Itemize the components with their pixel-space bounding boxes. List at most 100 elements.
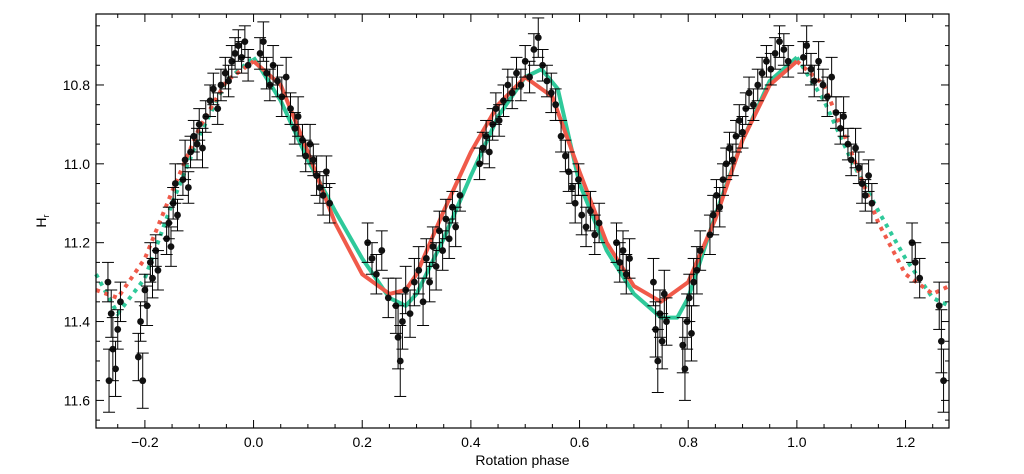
data-marker xyxy=(547,89,555,97)
y-tick-labels: 10.8 11.0 11.2 11.4 11.6 xyxy=(63,77,90,408)
data-marker xyxy=(410,278,418,286)
data-marker xyxy=(228,57,236,65)
data-point xyxy=(733,104,746,137)
data-point xyxy=(540,64,553,98)
data-point xyxy=(713,186,726,228)
data-marker xyxy=(309,156,317,164)
data-point xyxy=(396,293,409,350)
data-marker xyxy=(526,73,533,81)
data-point xyxy=(797,41,810,74)
data-marker xyxy=(244,61,252,69)
data-marker xyxy=(654,357,662,365)
data-marker xyxy=(231,50,239,57)
data-marker xyxy=(263,69,270,77)
data-point xyxy=(510,56,523,90)
data-point xyxy=(769,37,782,70)
data-marker xyxy=(495,117,503,124)
data-marker xyxy=(479,144,487,152)
data-marker xyxy=(799,53,807,61)
data-marker xyxy=(780,46,788,53)
data-marker xyxy=(578,211,586,219)
data-marker xyxy=(562,152,569,160)
data-point xyxy=(656,313,669,370)
data-marker xyxy=(758,69,766,77)
data-marker xyxy=(241,38,249,45)
data-point xyxy=(834,112,847,145)
data-marker xyxy=(259,38,267,45)
data-marker xyxy=(937,337,945,345)
data-point xyxy=(103,348,116,413)
data-point xyxy=(320,155,333,188)
data-point xyxy=(658,269,671,319)
data-marker xyxy=(199,144,206,152)
data-point xyxy=(593,202,606,244)
data-point xyxy=(229,37,242,70)
data-point xyxy=(284,92,297,125)
data-marker xyxy=(406,310,414,318)
data-marker xyxy=(274,77,281,85)
data-point xyxy=(242,48,255,82)
data-point xyxy=(204,84,217,118)
data-point xyxy=(454,179,467,212)
data-point xyxy=(151,250,164,291)
data-point xyxy=(225,45,238,78)
data-marker xyxy=(117,298,124,306)
data-point xyxy=(299,139,312,173)
data-point xyxy=(726,143,739,177)
data-marker xyxy=(184,184,192,191)
data-point xyxy=(292,96,305,137)
data-marker xyxy=(426,278,433,286)
data-marker xyxy=(663,318,670,325)
data-marker xyxy=(650,278,657,286)
data-point xyxy=(816,68,829,102)
y-tick-label: 11.0 xyxy=(64,156,90,172)
data-marker xyxy=(167,243,175,251)
data-marker xyxy=(530,46,538,53)
data-marker xyxy=(852,144,859,152)
model-2-dotted-right xyxy=(795,59,950,297)
data-marker xyxy=(935,302,943,310)
model-1-dotted-right xyxy=(795,56,950,308)
data-point xyxy=(193,108,206,141)
data-marker xyxy=(582,223,590,231)
data-point xyxy=(825,56,838,98)
data-marker xyxy=(685,294,693,302)
data-point xyxy=(545,72,558,114)
data-point xyxy=(856,163,869,204)
data-point xyxy=(101,261,114,303)
data-marker xyxy=(858,180,866,187)
data-point xyxy=(865,183,878,224)
data-marker xyxy=(745,89,753,97)
data-point xyxy=(171,198,184,232)
data-point xyxy=(307,143,320,177)
data-marker xyxy=(368,255,376,262)
data-point xyxy=(271,64,284,98)
y-axis-label-main: H xyxy=(33,217,49,227)
data-point xyxy=(317,175,330,216)
data-point xyxy=(565,171,578,204)
data-point xyxy=(935,309,948,374)
data-point xyxy=(114,281,127,323)
x-tick-label: 0.0 xyxy=(244,434,264,450)
data-marker xyxy=(313,172,320,180)
data-point xyxy=(232,29,245,62)
data-marker xyxy=(807,65,815,73)
data-point xyxy=(219,56,232,90)
data-point xyxy=(179,139,192,181)
data-point xyxy=(105,289,118,338)
data-point xyxy=(141,285,154,326)
data-point xyxy=(169,163,182,204)
data-marker xyxy=(302,152,310,160)
data-marker xyxy=(209,85,217,93)
data-marker xyxy=(716,203,724,211)
data-marker xyxy=(855,164,863,172)
data-marker xyxy=(171,180,179,187)
data-marker xyxy=(396,357,404,365)
data-marker xyxy=(456,191,464,199)
data-marker xyxy=(681,365,689,373)
data-marker xyxy=(137,318,144,325)
y-axis-label-subscript: r xyxy=(41,214,51,217)
data-marker xyxy=(840,113,847,120)
data-marker xyxy=(726,144,733,152)
data-marker xyxy=(415,266,423,274)
